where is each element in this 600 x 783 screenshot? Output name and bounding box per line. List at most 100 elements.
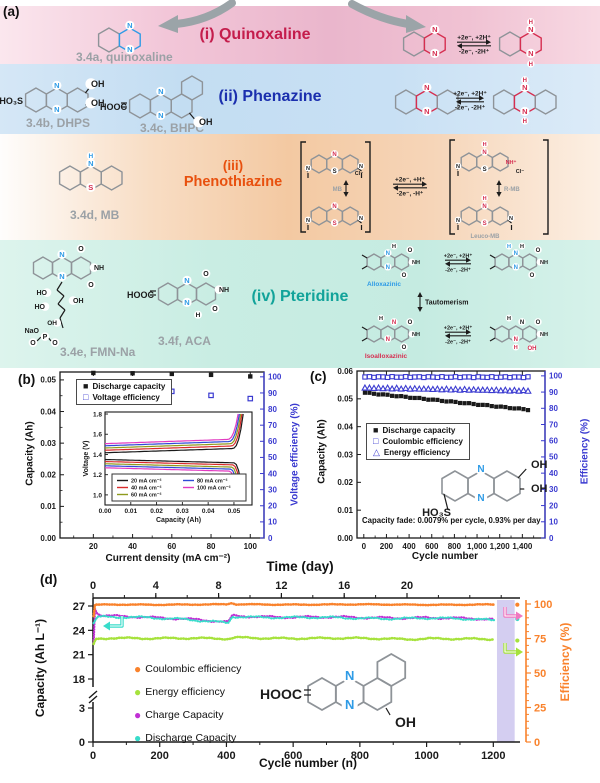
svg-text:N: N xyxy=(392,320,396,326)
point-coulombic-efficiency xyxy=(480,374,486,380)
legend-b: ■ Discharge capacity □ Voltage efficiency xyxy=(76,379,173,405)
svg-text:N: N xyxy=(59,272,64,281)
svg-text:HOOC: HOOC xyxy=(260,686,302,702)
point-discharge-capacity xyxy=(421,396,426,401)
svg-text:4: 4 xyxy=(153,580,160,592)
svg-text:N: N xyxy=(184,298,189,307)
svg-text:N: N xyxy=(127,21,132,30)
svg-text:0.04: 0.04 xyxy=(202,508,215,515)
point-energy-efficiency xyxy=(510,386,519,393)
svg-text:0: 0 xyxy=(549,534,554,543)
panel-label-a: (a) xyxy=(3,4,20,19)
panel-label-c: (c) xyxy=(310,369,327,384)
svg-text:N: N xyxy=(359,216,363,222)
point-voltage-efficiency xyxy=(247,395,254,402)
svg-text:0.02: 0.02 xyxy=(150,508,163,515)
inset-charge-curve xyxy=(105,413,239,445)
point-coulombic-efficiency xyxy=(371,374,377,381)
inset-discharge-curve xyxy=(104,460,243,502)
inset-discharge-curve xyxy=(105,463,242,502)
svg-text:N: N xyxy=(88,159,93,168)
svg-text:75: 75 xyxy=(534,634,546,646)
svg-text:20: 20 xyxy=(89,542,98,551)
svg-text:60: 60 xyxy=(549,437,558,446)
point-coulombic-efficiency xyxy=(475,374,481,380)
point-coulombic-efficiency xyxy=(362,374,368,380)
svg-text:30: 30 xyxy=(549,485,558,494)
point-energy-efficiency xyxy=(420,384,428,392)
point-coulombic-efficiency xyxy=(366,374,373,380)
svg-text:1.6: 1.6 xyxy=(93,432,102,439)
svg-text:+2e⁻, +H⁺: +2e⁻, +H⁺ xyxy=(395,177,426,184)
svg-text:N: N xyxy=(477,493,484,504)
svg-text:N: N xyxy=(514,251,518,257)
svg-text:90: 90 xyxy=(268,389,277,398)
point-coulombic-efficiency xyxy=(502,374,509,380)
point-coulombic-efficiency xyxy=(393,374,400,380)
svg-text:N: N xyxy=(432,25,437,34)
svg-text:Cl⁻: Cl⁻ xyxy=(355,171,364,177)
svg-text:OH: OH xyxy=(91,79,105,89)
svg-text:0.01: 0.01 xyxy=(337,506,353,515)
point-energy-efficiency xyxy=(429,385,437,393)
svg-text:OH: OH xyxy=(73,298,84,305)
svg-text:0.03: 0.03 xyxy=(40,439,56,448)
legend-label: Charge Capacity xyxy=(145,709,224,721)
svg-text:0.00: 0.00 xyxy=(40,534,56,543)
legend-marker-icon: ■ xyxy=(373,425,379,435)
svg-text:0.05: 0.05 xyxy=(228,508,241,515)
svg-text:80 mA cm⁻²: 80 mA cm⁻² xyxy=(197,478,228,485)
svg-text:N: N xyxy=(432,49,437,58)
svg-text:N: N xyxy=(522,83,527,92)
svg-text:21: 21 xyxy=(73,650,85,662)
svg-text:0.02: 0.02 xyxy=(40,471,56,480)
sketch-arrow-right-icon xyxy=(348,0,412,28)
inset-discharge-curve xyxy=(105,465,240,502)
svg-text:O: O xyxy=(78,246,84,253)
svg-text:N: N xyxy=(306,218,310,224)
svg-text:40: 40 xyxy=(128,542,137,551)
point-coulombic-efficiency xyxy=(416,374,422,380)
point-discharge-capacity xyxy=(430,397,435,402)
point-discharge-capacity xyxy=(390,393,395,398)
molecule: N N HO₃S OH OH xyxy=(0,78,105,115)
point-discharge-capacity xyxy=(130,371,135,376)
svg-text:1,000: 1,000 xyxy=(467,542,488,551)
point-discharge-capacity xyxy=(371,391,377,396)
svg-text:1200: 1200 xyxy=(481,750,505,762)
highlight-band xyxy=(496,600,515,742)
svg-text:H: H xyxy=(520,244,524,250)
point-discharge-capacity xyxy=(376,392,381,397)
svg-text:Voltage (V): Voltage (V) xyxy=(83,440,90,476)
svg-text:1.2: 1.2 xyxy=(93,472,102,479)
svg-text:NH: NH xyxy=(540,332,548,338)
point-energy-efficiency xyxy=(501,386,510,393)
point-coulombic-efficiency xyxy=(457,374,463,381)
point-energy-efficiency xyxy=(478,386,487,393)
band-pteridine xyxy=(0,240,600,368)
svg-text:O: O xyxy=(212,306,218,313)
chart-c-structure: N N OH OH HO₃S xyxy=(422,457,548,519)
legend-marker-icon: □ xyxy=(83,392,89,402)
svg-text:400: 400 xyxy=(402,542,416,551)
point-discharge-capacity xyxy=(467,401,472,406)
svg-text:-2e⁻, -2H⁺: -2e⁻, -2H⁺ xyxy=(455,105,486,112)
molecule: NN HOOC OH xyxy=(260,652,416,731)
point-discharge-capacity xyxy=(408,395,413,400)
point-energy-efficiency xyxy=(465,386,473,393)
svg-text:S: S xyxy=(483,221,487,227)
svg-text:H: H xyxy=(88,153,93,160)
series-discharge-capacity xyxy=(92,614,496,625)
svg-text:N: N xyxy=(345,668,354,683)
point-discharge-capacity xyxy=(525,408,531,413)
svg-text:NaO: NaO xyxy=(25,328,40,335)
axis-label-b-bottom: Current density (mA cm⁻²) xyxy=(105,553,231,564)
point-energy-efficiency xyxy=(424,384,433,392)
svg-text:H: H xyxy=(523,78,527,84)
point-discharge-capacity xyxy=(417,395,422,401)
svg-text:0.01: 0.01 xyxy=(124,508,137,515)
point-coulombic-efficiency xyxy=(452,374,459,380)
svg-text:NH⁺: NH⁺ xyxy=(506,159,517,166)
svg-text:0.03: 0.03 xyxy=(337,450,353,459)
